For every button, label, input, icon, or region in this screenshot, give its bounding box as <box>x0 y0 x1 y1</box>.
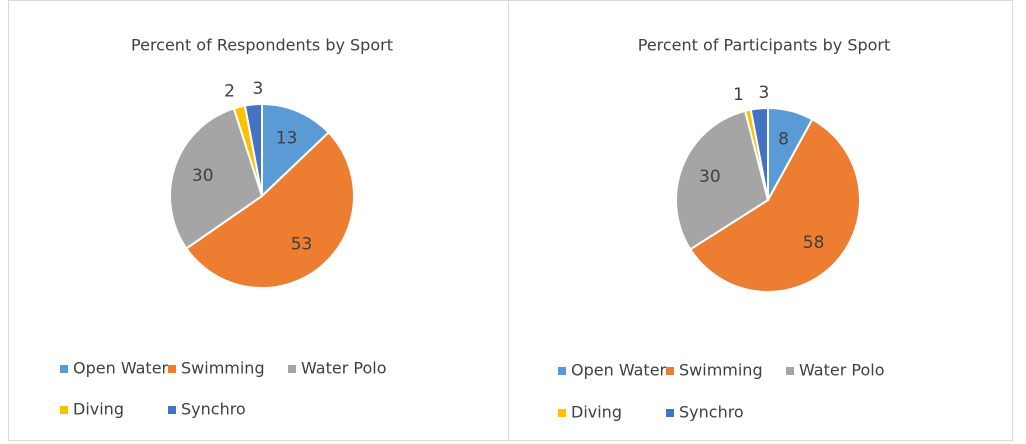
legend-marker <box>666 409 674 417</box>
legend-label: Open Water <box>571 361 667 380</box>
legend-label: Open Water <box>73 359 169 378</box>
legend-marker <box>558 409 566 417</box>
legend-label: Swimming <box>181 359 265 378</box>
data-label: 1 <box>733 85 744 105</box>
pie-slice <box>243 102 263 197</box>
data-label: 13 <box>276 128 298 148</box>
legend-marker <box>60 365 68 373</box>
legend-label: Swimming <box>679 361 763 380</box>
data-label: 53 <box>291 234 313 254</box>
legend-label: Water Polo <box>301 359 386 378</box>
data-label: 30 <box>699 167 721 187</box>
pie-slice <box>749 106 769 201</box>
legend-marker <box>666 367 674 375</box>
data-label: 58 <box>803 233 825 253</box>
legend-label: Diving <box>571 403 622 422</box>
legend-marker <box>60 406 68 414</box>
chart-title: Percent of Participants by Sport <box>638 36 891 55</box>
pie-slice <box>688 118 861 293</box>
legend-marker <box>168 365 176 373</box>
legend-marker <box>168 406 176 414</box>
pie-slice <box>261 102 330 199</box>
pie-slice <box>675 109 770 251</box>
legend-label: Water Polo <box>799 361 884 380</box>
data-label: 2 <box>224 82 235 102</box>
data-label: 8 <box>778 129 789 149</box>
legend-marker <box>288 365 296 373</box>
data-label: 30 <box>192 166 214 186</box>
legend-label: Synchro <box>679 403 744 422</box>
pie-slice <box>169 107 264 250</box>
pie-slice <box>185 131 355 289</box>
data-label: 3 <box>253 79 264 99</box>
legend-marker <box>786 367 794 375</box>
data-label: 3 <box>758 83 769 103</box>
legend-marker <box>558 367 566 375</box>
chart-title: Percent of Respondents by Sport <box>131 36 393 55</box>
legend-label: Diving <box>73 400 124 419</box>
legend-label: Synchro <box>181 400 246 419</box>
